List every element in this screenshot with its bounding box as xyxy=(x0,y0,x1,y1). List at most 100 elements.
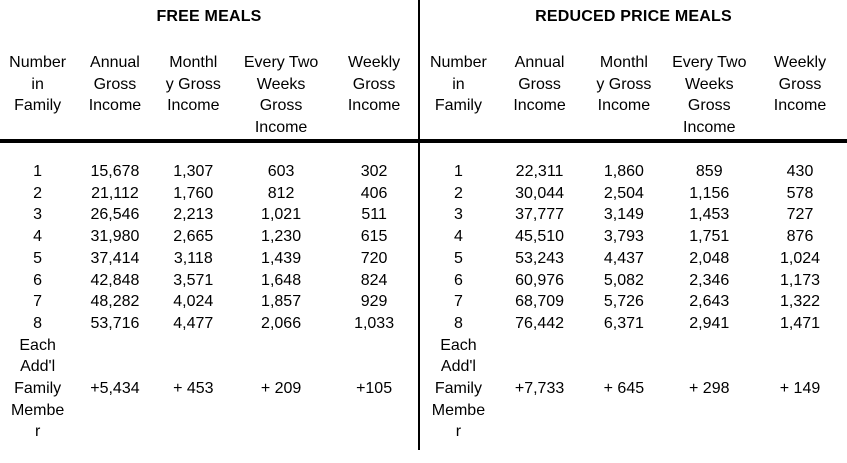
table-cell: 859 xyxy=(695,163,723,180)
table-cell: 578 xyxy=(786,184,814,202)
column-header-monthly-gross-income: Monthl y Gross Income xyxy=(596,54,652,114)
table-cell: 48,282 xyxy=(90,293,140,311)
table-cell: 1,021 xyxy=(261,206,302,224)
column-header-weekly-gross-income: Weekly Gross Income xyxy=(773,54,827,114)
column-header-annual-gross-income: Annual Gross Income xyxy=(88,54,142,114)
table-cell: 3,118 xyxy=(173,249,213,267)
table-row: 7 48,282 4,024 1,857 929 xyxy=(0,291,418,313)
table-cell: 42,848 xyxy=(90,271,140,289)
table-row: 8 53,716 4,477 2,066 1,033 xyxy=(0,313,418,335)
table-cell: 2,066 xyxy=(261,314,302,332)
table-row: 5 53,243 4,437 2,048 1,024 xyxy=(420,248,847,270)
header-row: Number in Family Annual Gross Income Mon… xyxy=(0,52,418,138)
table-cell: 2,213 xyxy=(173,206,214,224)
table-cell: 1 xyxy=(453,163,463,180)
table-cell: 1,860 xyxy=(603,163,644,180)
table-cell: 430 xyxy=(786,163,814,180)
table-cell: 3,793 xyxy=(603,228,644,246)
table-row-additional-member: Each Add'l Family Membe r +5,434 + 453 +… xyxy=(0,335,418,444)
table-cell: 4,437 xyxy=(603,249,644,267)
column-header-every-two-weeks-gross-income: Every Two Weeks Gross Income xyxy=(243,54,319,136)
table-cell: 2 xyxy=(33,184,43,202)
table-row: 4 45,510 3,793 1,751 876 xyxy=(420,226,847,248)
table-cell: 8 xyxy=(453,314,463,332)
table-cell: 22,311 xyxy=(515,163,564,180)
table-row-additional-member: Each Add'l Family Membe r +7,733 + 645 +… xyxy=(420,335,847,444)
table-cell: +5,434 xyxy=(90,380,140,398)
table-cell: 4,477 xyxy=(173,314,214,332)
table-cell: 1,471 xyxy=(779,314,821,332)
table-cell: 76,442 xyxy=(515,314,565,332)
additional-member-label: Each Add'l Family Membe r xyxy=(431,336,486,441)
table-cell: 1,760 xyxy=(173,184,214,202)
reduced-price-meals-title: REDUCED PRICE MEALS xyxy=(535,8,732,25)
table-cell: 26,546 xyxy=(90,206,140,224)
table-cell: 5 xyxy=(453,249,463,267)
table-cell: 1 xyxy=(33,163,43,180)
table-cell: 30,044 xyxy=(515,184,565,202)
table-cell: 31,980 xyxy=(90,228,140,246)
table-cell: 1,439 xyxy=(261,249,302,267)
table-cell: 1,648 xyxy=(261,271,302,289)
column-header-every-two-weeks-gross-income: Every Two Weeks Gross Income xyxy=(672,54,747,136)
table-cell: 1,024 xyxy=(779,249,821,267)
table-cell: 4 xyxy=(453,228,463,246)
table-cell: 2,643 xyxy=(689,293,730,311)
reduced-price-meals-table: Number in Family Annual Gross Income Mon… xyxy=(420,52,847,443)
header-row: Number in Family Annual Gross Income Mon… xyxy=(420,52,847,138)
table-cell: 824 xyxy=(360,271,388,289)
table-cell: 5,082 xyxy=(603,271,644,289)
table-row: 4 31,980 2,665 1,230 615 xyxy=(0,226,418,248)
table-cell: 6 xyxy=(33,271,43,289)
column-header-monthly-gross-income: Monthl y Gross Income xyxy=(165,54,221,114)
table-cell: 2,504 xyxy=(603,184,644,202)
table-cell: 1,453 xyxy=(689,206,730,224)
table-cell: 53,243 xyxy=(515,249,565,267)
table-cell: 302 xyxy=(360,163,388,180)
table-cell: 68,709 xyxy=(515,293,565,311)
header-separator-line xyxy=(0,139,847,143)
table-cell: 511 xyxy=(361,206,387,224)
table-cell: 7 xyxy=(453,293,463,311)
table-row: 5 37,414 3,118 1,439 720 xyxy=(0,248,418,270)
table-row: 1 22,311 1,860 859 430 xyxy=(420,161,847,183)
table-cell: 876 xyxy=(786,228,814,246)
table-cell: 1,322 xyxy=(779,293,821,311)
table-cell: +105 xyxy=(356,380,393,398)
table-cell: 4 xyxy=(33,228,43,246)
table-cell: 8 xyxy=(33,314,43,332)
table-cell: 60,976 xyxy=(515,271,565,289)
table-row: 2 30,044 2,504 1,156 578 xyxy=(420,183,847,205)
table-row: 3 26,546 2,213 1,021 511 xyxy=(0,204,418,226)
table-cell: + 209 xyxy=(260,380,302,398)
column-header-annual-gross-income: Annual Gross Income xyxy=(513,54,566,114)
table-cell: + 298 xyxy=(689,380,730,398)
table-cell: +7,733 xyxy=(514,380,565,398)
table-cell: 2,048 xyxy=(689,249,730,267)
table-cell: 1,173 xyxy=(779,271,821,289)
column-header-number-in-family: Number in Family xyxy=(9,54,67,114)
table-cell: 21,112 xyxy=(91,184,139,202)
table-cell: 929 xyxy=(360,293,388,311)
table-cell: 7 xyxy=(33,293,43,311)
table-cell: 812 xyxy=(267,184,295,202)
table-cell: 37,777 xyxy=(515,206,565,224)
table-cell: + 645 xyxy=(603,380,645,398)
table-cell: 603 xyxy=(267,163,295,180)
table-cell: 3,149 xyxy=(603,206,644,224)
table-cell: + 453 xyxy=(173,380,214,398)
table-cell: 1,156 xyxy=(689,184,730,202)
table-cell: 53,716 xyxy=(90,314,140,332)
table-cell: 5 xyxy=(33,249,43,267)
table-cell: 15,678 xyxy=(90,163,140,180)
table-row: 3 37,777 3,149 1,453 727 xyxy=(420,204,847,226)
free-meals-title: FREE MEALS xyxy=(156,8,262,25)
free-meals-table: Number in Family Annual Gross Income Mon… xyxy=(0,52,418,443)
table-cell: 37,414 xyxy=(90,249,140,267)
column-header-number-in-family: Number in Family xyxy=(429,54,487,114)
table-cell: 1,230 xyxy=(261,228,302,246)
table-cell: 3 xyxy=(453,206,463,224)
reduced-price-meals-section: REDUCED PRICE MEALS Number in Family Ann… xyxy=(420,0,847,450)
table-cell: + 149 xyxy=(779,380,821,398)
